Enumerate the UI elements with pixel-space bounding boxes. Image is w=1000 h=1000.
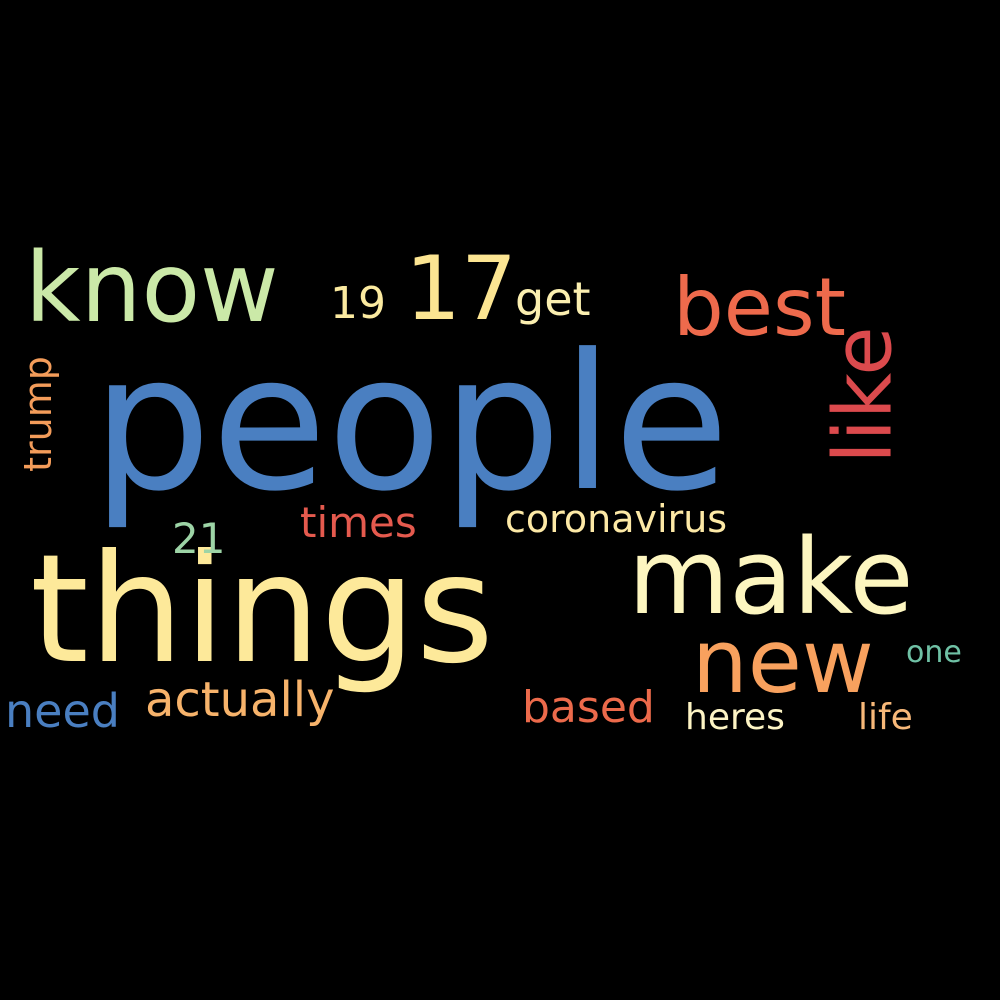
word-life: life xyxy=(858,697,913,738)
word-new: new xyxy=(692,610,874,713)
word-based: based xyxy=(522,682,655,733)
word-things: things xyxy=(30,523,494,697)
word-need: need xyxy=(5,684,120,738)
word-times: times xyxy=(300,498,417,547)
word-heres: heres xyxy=(685,697,785,738)
word-one: one xyxy=(906,635,962,670)
word-people: people xyxy=(92,314,730,533)
word-17: 17 xyxy=(405,237,517,340)
word-make: make xyxy=(628,516,914,638)
word-coronavirus: coronavirus xyxy=(505,497,728,541)
word-get: get xyxy=(515,272,591,326)
word-know: know xyxy=(25,232,279,344)
word-19: 19 xyxy=(330,278,386,329)
word-trump: trump xyxy=(15,356,60,472)
word-21: 21 xyxy=(172,514,226,563)
word-actually: actually xyxy=(145,672,335,728)
word-best: best xyxy=(673,261,847,354)
word-like: like xyxy=(816,326,910,464)
